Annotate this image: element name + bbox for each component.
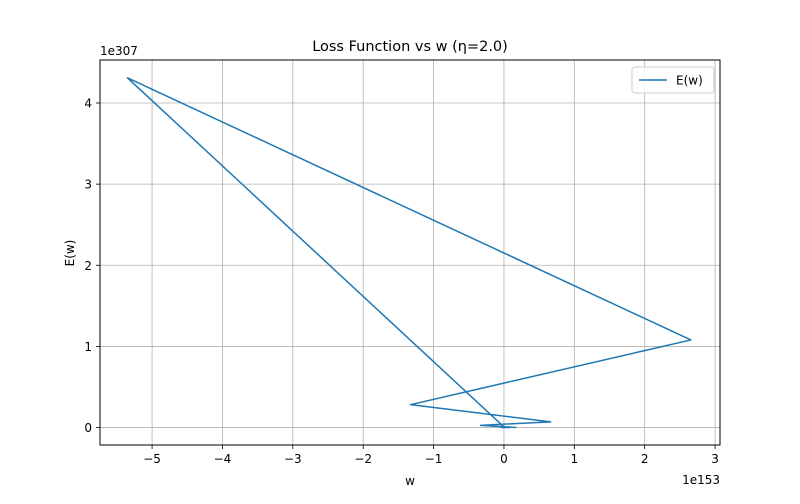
y-axis-ticks: 0 1 2 3 4: [84, 97, 100, 435]
x-tick-label: 1: [571, 452, 579, 466]
x-tick-label: 3: [711, 452, 719, 466]
plot-frame: [99, 59, 721, 446]
y-tick-label: 3: [84, 178, 92, 192]
y-tick-label: 1: [84, 340, 92, 354]
legend-box: [631, 66, 715, 94]
y-tick-label: 2: [84, 259, 92, 273]
x-tick-label: −2: [354, 452, 372, 466]
x-tick-label: −4: [214, 452, 232, 466]
legend-label: E(w): [676, 74, 703, 88]
x-axis-scale-label: 1e153: [682, 473, 720, 487]
y-tick-label: 4: [84, 97, 92, 111]
x-axis-ticks: −5 −4 −3 −2 −1 0 1 2 3: [143, 445, 719, 466]
x-tick-label: −3: [284, 452, 302, 466]
x-axis-label: w: [405, 474, 415, 488]
x-tick-label: −1: [425, 452, 443, 466]
grid: [100, 60, 720, 445]
chart-title: Loss Function vs w (η=2.0): [312, 39, 508, 55]
y-axis-label: E(w): [63, 240, 77, 267]
legend: E(w): [631, 66, 715, 94]
x-tick-label: 0: [500, 452, 508, 466]
x-tick-label: 2: [641, 452, 649, 466]
y-axis-scale-label: 1e307: [100, 44, 138, 58]
series-layer: [126, 77, 692, 429]
series-line-E(w): [126, 77, 692, 429]
y-tick-label: 0: [84, 421, 92, 435]
x-tick-label: −5: [143, 452, 161, 466]
